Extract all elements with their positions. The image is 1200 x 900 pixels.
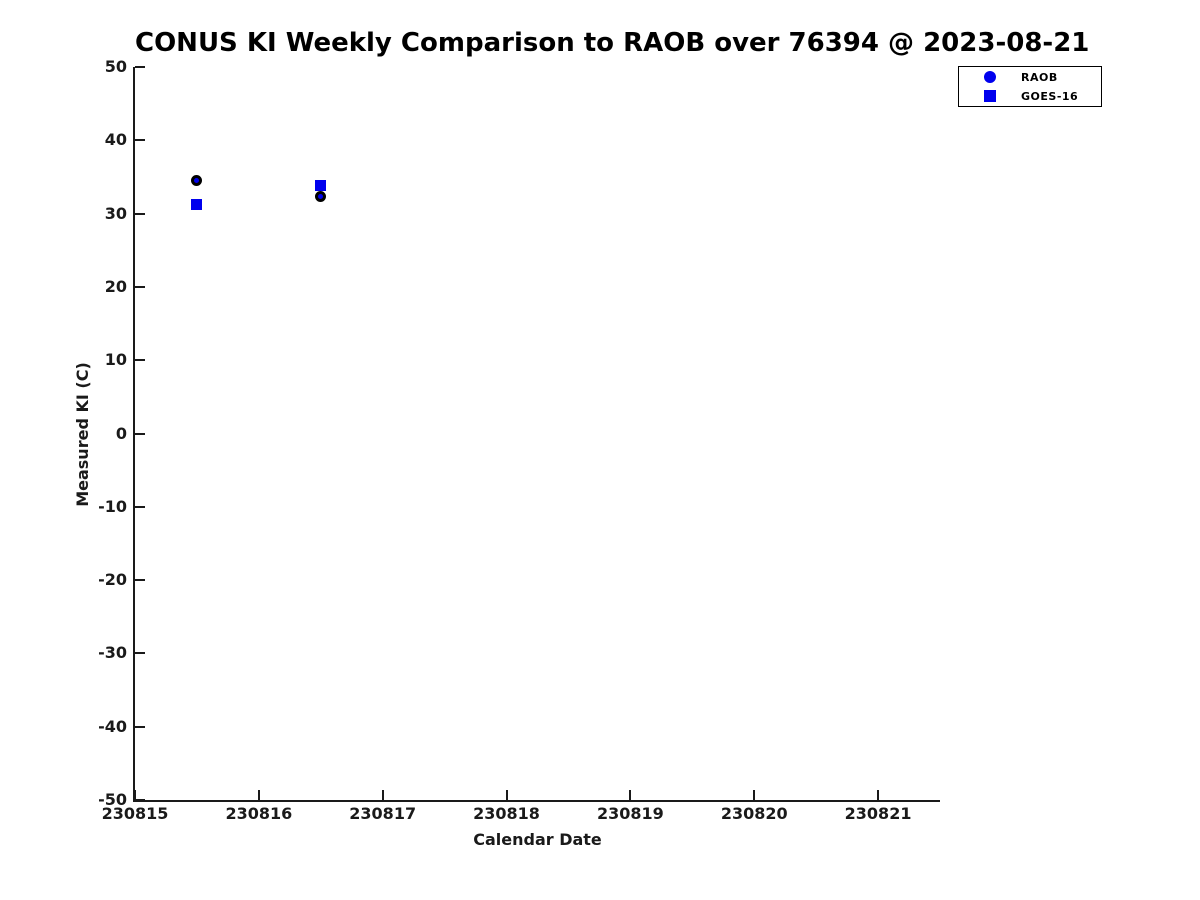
- legend-item-goes16: GOES-16: [959, 87, 1101, 106]
- y-tick-mark: [135, 359, 145, 362]
- y-tick-label: 10: [104, 350, 127, 370]
- chart-title: CONUS KI Weekly Comparison to RAOB over …: [135, 28, 1090, 58]
- y-tick-label: 50: [104, 57, 127, 76]
- y-axis-spine: [133, 67, 135, 802]
- y-tick-label: -40: [98, 716, 127, 736]
- point-goes-16: [191, 199, 203, 211]
- point-goes-16: [315, 180, 327, 192]
- y-tick-mark: [135, 725, 145, 728]
- y-tick-label: 0: [115, 423, 127, 443]
- x-tick-mark: [134, 790, 136, 800]
- x-tick-mark: [505, 790, 508, 800]
- legend-item-raob: RAOB: [959, 68, 1101, 87]
- y-tick-label: 20: [104, 276, 127, 296]
- point-raob: [315, 190, 327, 202]
- x-tick-mark: [257, 790, 260, 800]
- legend-label-raob: RAOB: [1021, 70, 1058, 84]
- y-tick-mark: [135, 652, 145, 655]
- x-tick-label: 230821: [844, 804, 912, 823]
- y-tick-mark: [135, 505, 145, 508]
- point-raob: [191, 175, 203, 187]
- x-axis-label: Calendar Date: [473, 830, 602, 849]
- legend-label-goes16: GOES-16: [1021, 89, 1079, 103]
- x-tick-label: 230816: [225, 804, 293, 823]
- x-tick-label: 230820: [720, 804, 788, 823]
- legend-icon-cell: [959, 90, 1021, 102]
- raob-circle-icon: [984, 71, 996, 83]
- y-tick-label: -50: [98, 790, 127, 809]
- x-tick-label: 230815: [101, 804, 169, 823]
- x-tick-label: 230817: [349, 804, 417, 823]
- y-tick-mark: [135, 432, 145, 435]
- y-tick-mark: [135, 799, 145, 801]
- x-tick-mark: [381, 790, 384, 800]
- y-tick-label: 40: [104, 130, 127, 150]
- x-tick-mark: [753, 790, 756, 800]
- legend: RAOB GOES-16: [958, 66, 1102, 107]
- y-tick-mark: [135, 212, 145, 215]
- y-tick-mark: [135, 285, 145, 288]
- y-tick-mark: [135, 66, 145, 68]
- x-axis-spine: [133, 800, 940, 802]
- goes16-square-icon: [984, 90, 996, 102]
- y-tick-label: -30: [98, 643, 127, 663]
- x-tick-mark: [629, 790, 632, 800]
- legend-icon-cell: [959, 71, 1021, 83]
- x-tick-mark: [877, 790, 880, 800]
- y-tick-mark: [135, 579, 145, 582]
- y-tick-label: -20: [98, 570, 127, 590]
- y-tick-label: 30: [104, 203, 127, 223]
- y-tick-label: -10: [98, 496, 127, 516]
- x-tick-label: 230818: [473, 804, 540, 823]
- y-tick-mark: [135, 139, 145, 142]
- x-tick-label: 230819: [596, 804, 664, 823]
